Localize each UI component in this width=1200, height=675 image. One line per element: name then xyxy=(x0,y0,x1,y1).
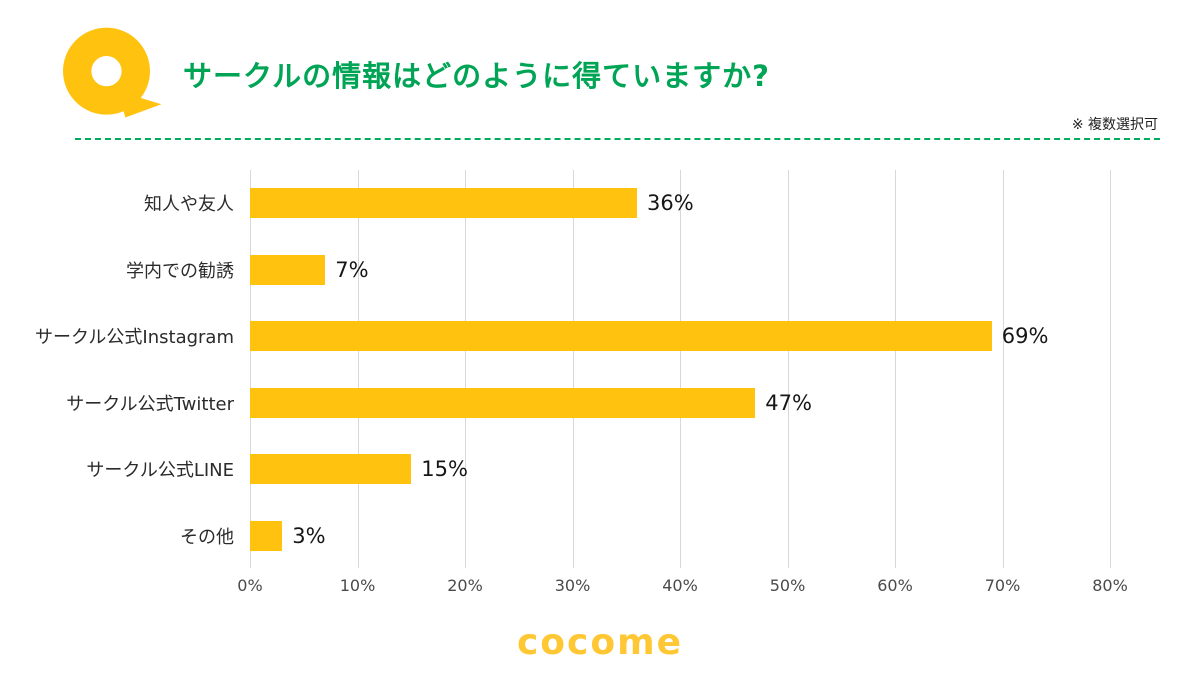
category-label: サークル公式LINE xyxy=(86,460,234,482)
category-label: サークル公式Instagram xyxy=(34,327,234,349)
x-tick-label: 20% xyxy=(447,576,483,595)
bar-value-label: 15% xyxy=(421,457,468,482)
category-label: 知人や友人 xyxy=(144,194,234,216)
bar-row: サークル公式LINE 15% xyxy=(0,436,1200,503)
category-label: 学内での勧誘 xyxy=(126,260,234,282)
category-label: その他 xyxy=(180,526,234,548)
bar xyxy=(250,188,637,219)
bar-row: サークル公式Twitter 47% xyxy=(0,370,1200,437)
x-tick-label: 30% xyxy=(554,576,591,595)
gridlines xyxy=(250,170,1111,568)
footer: cocome xyxy=(0,622,1200,663)
bar-value-label: 36% xyxy=(647,191,694,216)
x-tick-label: 80% xyxy=(1092,576,1128,595)
multi-select-note: ※ 複数選択可 xyxy=(1071,117,1158,133)
cocome-logo: cocome xyxy=(516,622,684,663)
x-tick-label: 0% xyxy=(237,576,263,595)
x-tick-label: 10% xyxy=(339,576,376,595)
header: サークルの情報はどのように得ていますか? xyxy=(63,26,770,122)
bar xyxy=(250,321,992,352)
bar xyxy=(250,254,326,285)
bar-value-label: 3% xyxy=(292,523,326,548)
x-tick-label: 60% xyxy=(877,576,913,595)
x-tick-label: 40% xyxy=(662,576,698,595)
bar xyxy=(250,520,283,551)
bar-value-label: 7% xyxy=(335,257,369,282)
x-tick-label: 70% xyxy=(984,576,1021,595)
bar-value-label: 69% xyxy=(1001,324,1049,349)
bar-chart: 知人や友人 36% 学内での勧誘 7% サークル公式Instagram 69% … xyxy=(0,170,1200,570)
bar-row: 知人や友人 36% xyxy=(0,170,1200,237)
x-tick-label: 50% xyxy=(769,576,806,595)
category-label: サークル公式Twitter xyxy=(66,393,234,415)
bar-row: その他 3% xyxy=(0,503,1200,570)
bar-value-label: 47% xyxy=(765,390,812,415)
bar-row: サークル公式Instagram 69% xyxy=(0,303,1200,370)
x-axis: 0% 10% 20% 30% 40% 50% 60% 70% 80% xyxy=(237,576,1127,600)
bar xyxy=(250,387,756,418)
dashed-divider xyxy=(75,138,1160,140)
bar-rows: 知人や友人 36% 学内での勧誘 7% サークル公式Instagram 69% … xyxy=(0,170,1200,569)
bar xyxy=(250,454,412,485)
bar-row: 学内での勧誘 7% xyxy=(0,237,1200,304)
question-logo-icon xyxy=(63,27,162,118)
page-title: サークルの情報はどのように得ていますか? xyxy=(183,59,770,93)
